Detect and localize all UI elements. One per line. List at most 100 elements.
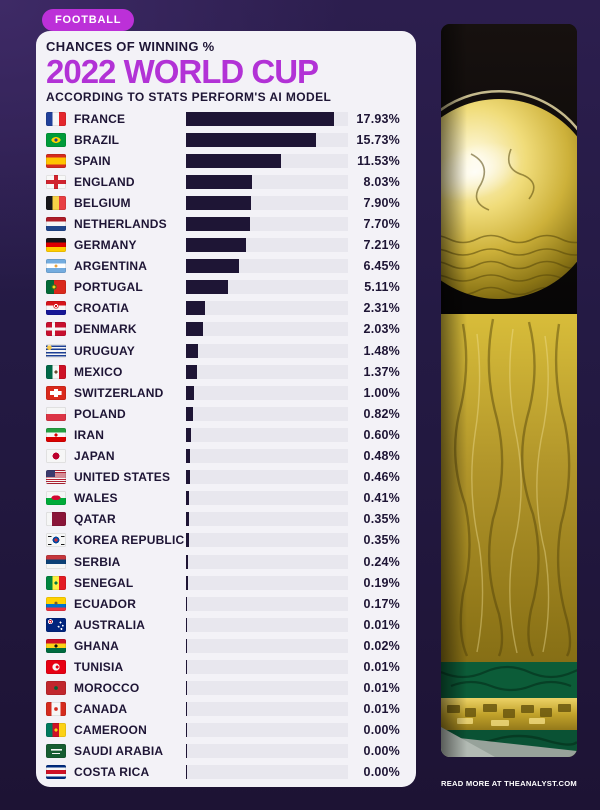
value-label: 7.21%	[363, 238, 400, 253]
bar-fill	[186, 596, 188, 611]
uruguay-flag-icon	[46, 343, 66, 358]
bar-track	[186, 617, 348, 632]
value-label: 0.24%	[363, 554, 400, 569]
value-label: 0.00%	[363, 723, 400, 738]
table-row: SWITZERLAND 1.00%	[46, 382, 400, 403]
chart-subtitle: ACCORDING TO STATS PERFORM'S AI MODEL	[46, 90, 332, 104]
table-row: CAMEROON 0.00%	[46, 720, 400, 741]
rows: FRANCE 17.93% BRAZIL 15.73% SPAIN 11.53% ENGLA…	[46, 108, 400, 783]
country-label: MOROCCO	[74, 681, 140, 696]
bar-track	[186, 259, 348, 274]
france-flag-icon	[46, 111, 66, 126]
country-label: WALES	[74, 491, 118, 506]
bar-track	[186, 238, 348, 253]
country-label: FRANCE	[74, 111, 126, 126]
table-row: PORTUGAL 5.11%	[46, 277, 400, 298]
bar-track	[186, 638, 348, 653]
spain-flag-icon	[46, 153, 66, 168]
table-row: TUNISIA 0.01%	[46, 656, 400, 677]
world-cup-trophy-photo	[441, 24, 577, 757]
ghana-flag-icon	[46, 638, 66, 653]
bar-fill	[186, 638, 188, 653]
value-label: 0.35%	[363, 533, 400, 548]
chart-eyebrow: CHANCES OF WINNING %	[46, 39, 215, 54]
korea-republic-flag-icon	[46, 533, 66, 548]
bar-fill	[186, 259, 240, 274]
brazil-flag-icon	[46, 132, 66, 147]
country-label: QATAR	[74, 512, 116, 527]
table-row: FRANCE 17.93%	[46, 108, 400, 129]
value-label: 7.90%	[363, 195, 400, 210]
bar-track	[186, 364, 348, 379]
bar-fill	[186, 111, 335, 126]
wales-flag-icon	[46, 491, 66, 506]
senegal-flag-icon	[46, 575, 66, 590]
bar-fill	[186, 449, 190, 464]
bar-fill	[186, 702, 188, 717]
value-label: 6.45%	[363, 259, 400, 274]
table-row: URUGUAY 1.48%	[46, 340, 400, 361]
bar-track	[186, 596, 348, 611]
page-title: 2022 WORLD CUP	[46, 53, 319, 90]
value-label: 15.73%	[356, 132, 400, 147]
bar-track	[186, 132, 348, 147]
serbia-flag-icon	[46, 554, 66, 569]
bar-track	[186, 765, 348, 780]
bar-track	[186, 723, 348, 738]
value-label: 7.70%	[363, 217, 400, 232]
table-row: GHANA 0.02%	[46, 635, 400, 656]
bar-fill	[186, 301, 206, 316]
bar-fill	[186, 512, 189, 527]
value-label: 0.82%	[363, 406, 400, 421]
table-row: MOROCCO 0.01%	[46, 678, 400, 699]
table-row: KOREA REPUBLIC 0.35%	[46, 530, 400, 551]
bar-track	[186, 449, 348, 464]
table-row: IRAN 0.60%	[46, 424, 400, 445]
morocco-flag-icon	[46, 681, 66, 696]
country-label: MEXICO	[74, 364, 123, 379]
iran-flag-icon	[46, 427, 66, 442]
bar-track	[186, 385, 348, 400]
bar-track	[186, 702, 348, 717]
bar-fill	[186, 132, 316, 147]
country-label: SENEGAL	[74, 575, 134, 590]
read-more-text: READ MORE AT THEANALYST.COM	[441, 779, 577, 788]
germany-flag-icon	[46, 238, 66, 253]
country-label: TUNISIA	[74, 659, 124, 674]
country-label: SERBIA	[74, 554, 121, 569]
value-label: 0.19%	[363, 575, 400, 590]
country-label: ARGENTINA	[74, 259, 148, 274]
value-label: 1.00%	[363, 385, 400, 400]
bar-track	[186, 512, 348, 527]
bar-fill	[186, 681, 188, 696]
country-label: JAPAN	[74, 449, 115, 464]
bar-fill	[186, 343, 199, 358]
country-label: SPAIN	[74, 153, 111, 168]
bar-track	[186, 470, 348, 485]
bar-track	[186, 554, 348, 569]
table-row: BELGIUM 7.90%	[46, 192, 400, 213]
australia-flag-icon	[46, 617, 66, 632]
bar-fill	[186, 195, 252, 210]
netherlands-flag-icon	[46, 217, 66, 232]
tunisia-flag-icon	[46, 659, 66, 674]
country-label: POLAND	[74, 406, 126, 421]
table-row: ECUADOR 0.17%	[46, 593, 400, 614]
country-label: CAMEROON	[74, 723, 147, 738]
bar-track	[186, 681, 348, 696]
bar-track	[186, 427, 348, 442]
bar-fill	[186, 617, 188, 632]
bar-track	[186, 111, 348, 126]
value-label: 0.00%	[363, 744, 400, 759]
table-row: WALES 0.41%	[46, 488, 400, 509]
bar-track	[186, 174, 348, 189]
bar-track	[186, 533, 348, 548]
value-label: 1.48%	[363, 343, 400, 358]
croatia-flag-icon	[46, 301, 66, 316]
bar-track	[186, 491, 348, 506]
value-label: 0.01%	[363, 617, 400, 632]
table-row: UNITED STATES 0.46%	[46, 467, 400, 488]
bar-fill	[186, 280, 229, 295]
country-label: ENGLAND	[74, 174, 135, 189]
bar-fill	[186, 217, 250, 232]
